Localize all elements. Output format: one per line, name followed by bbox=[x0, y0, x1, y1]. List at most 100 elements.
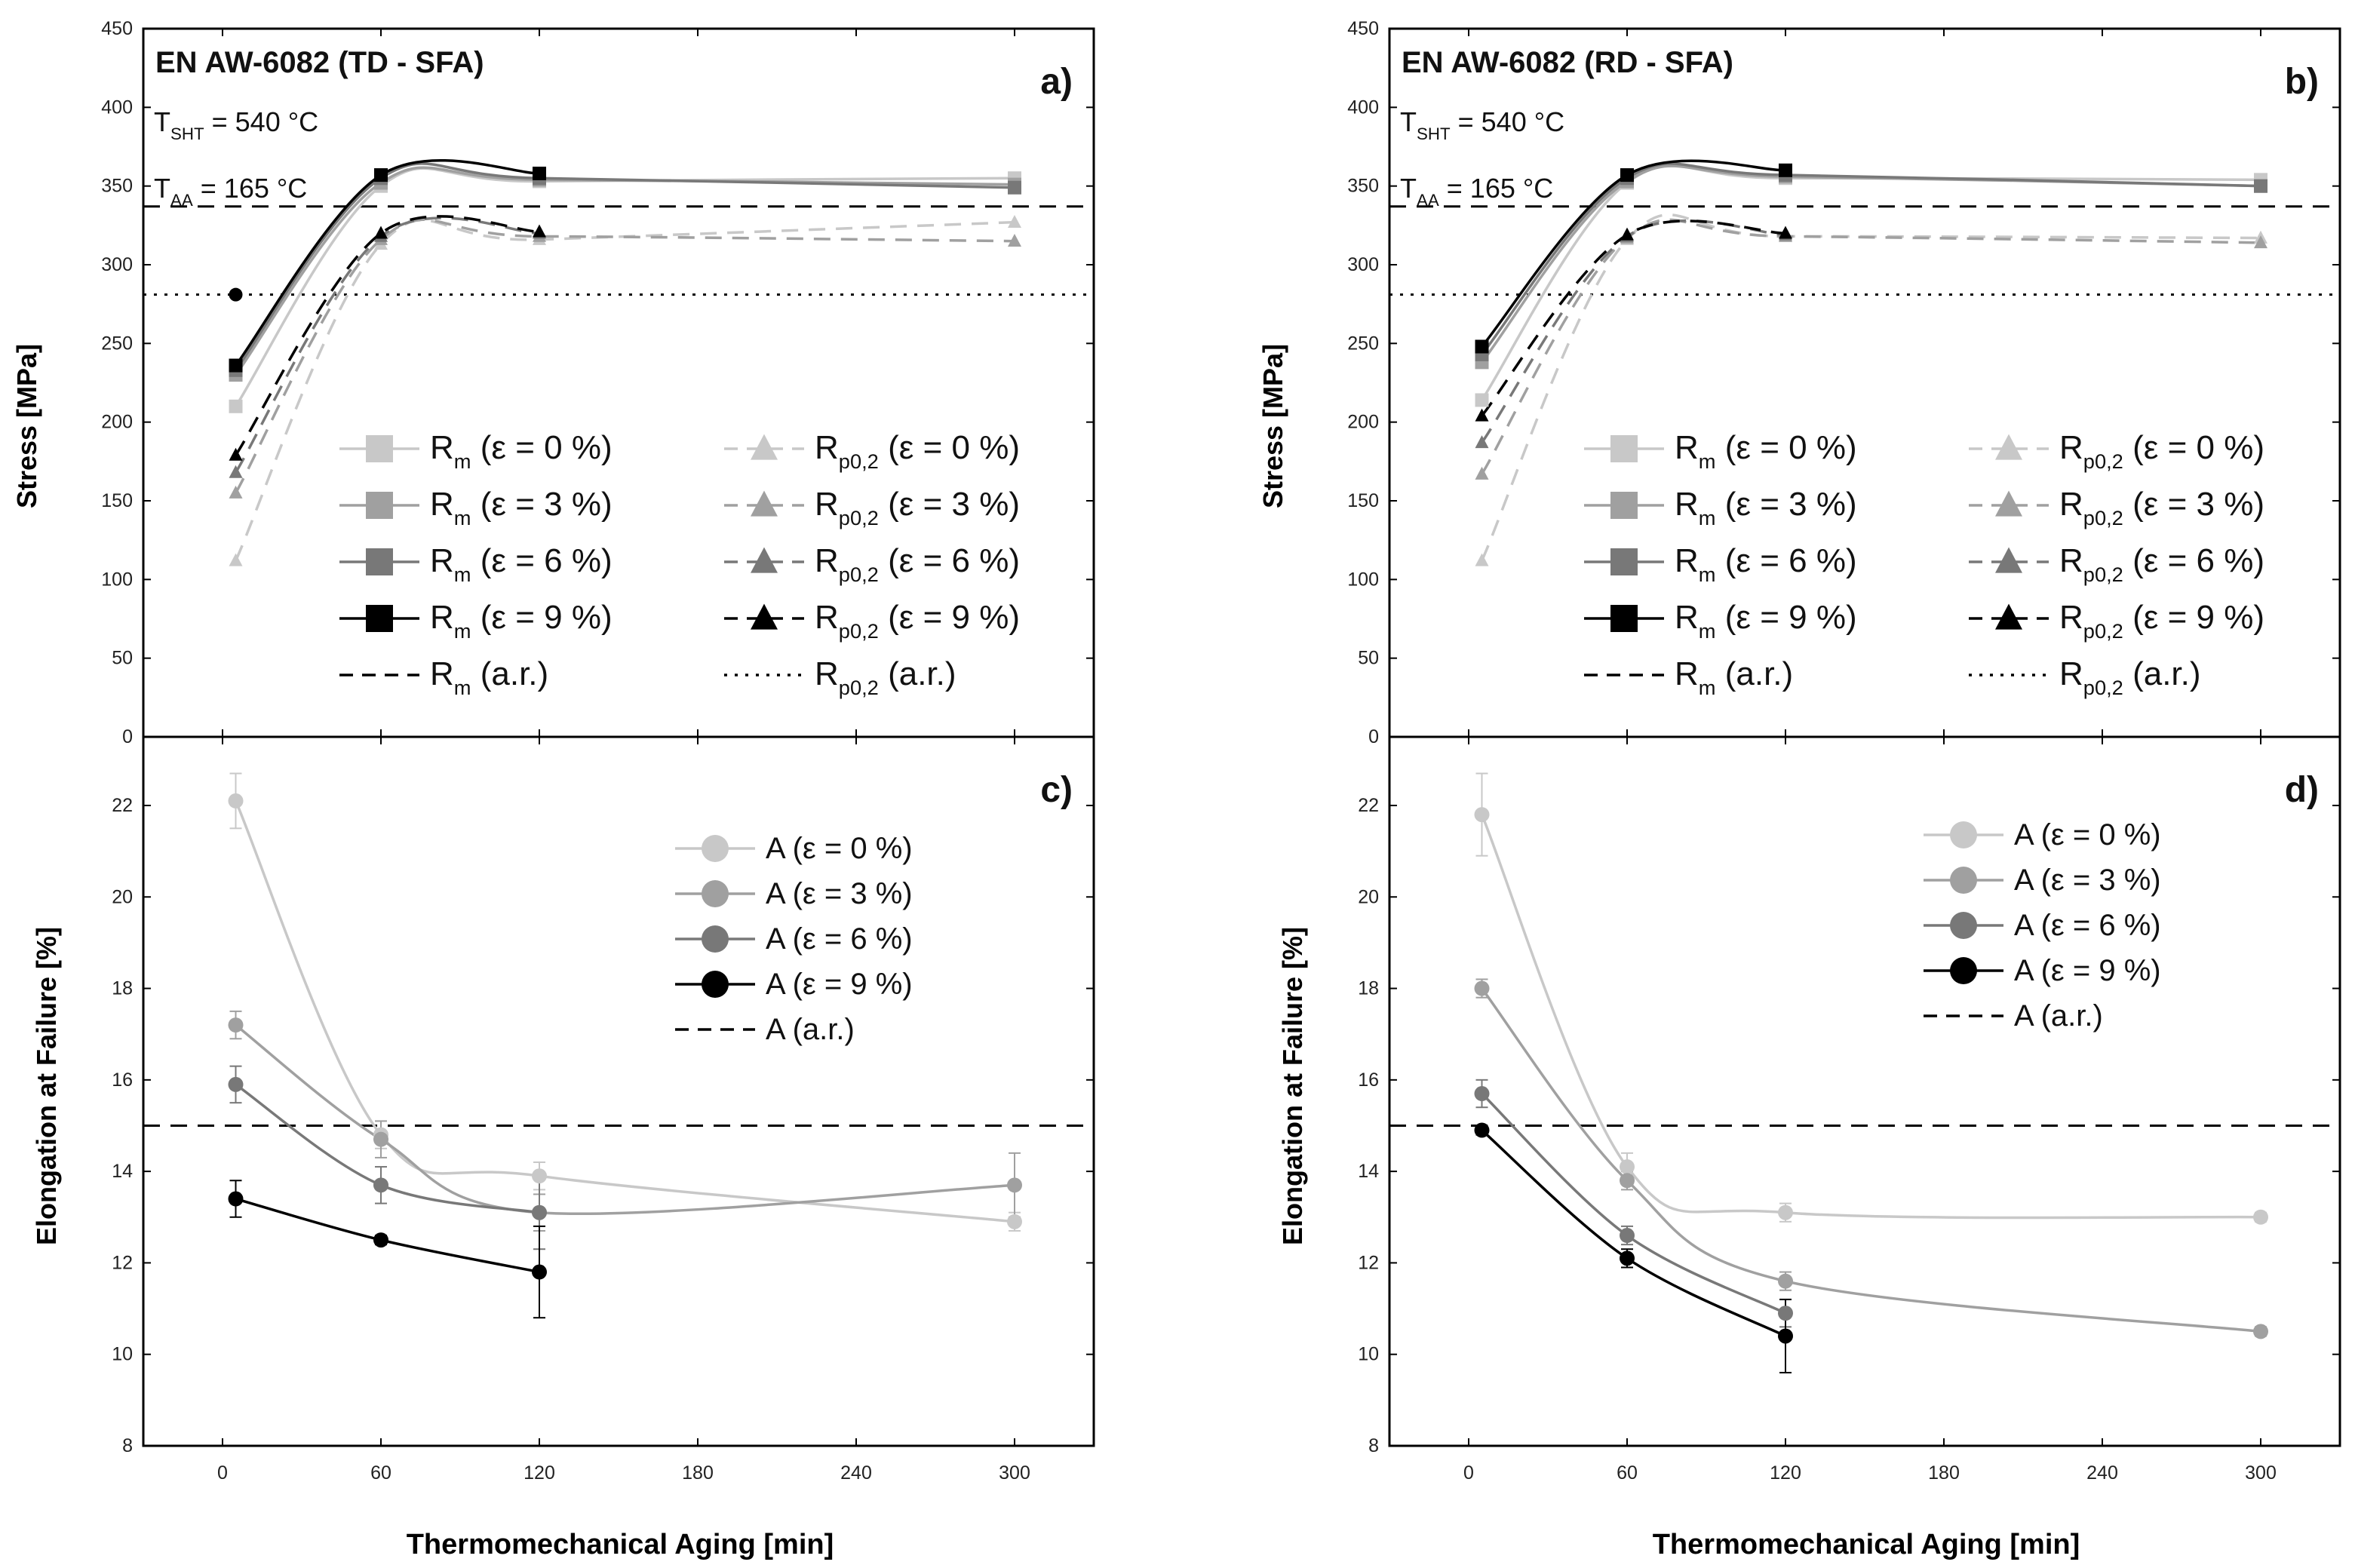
legend-marker bbox=[702, 880, 729, 907]
series-line bbox=[1481, 218, 2261, 475]
legend-label: A (ε = 3 %) bbox=[2014, 864, 2161, 897]
panel-letter: d) bbox=[2285, 770, 2319, 810]
panel-c-elongation-td: 8 10 12 14 16 18 20 22 0 60 120 180 240 300 c) A (ε = 0… bbox=[112, 735, 1095, 1484]
legend-item: A (a.r.) bbox=[675, 1013, 855, 1046]
legend-label: Rm (a.r.) bbox=[430, 655, 548, 699]
y-tick-label: 18 bbox=[112, 978, 133, 999]
data-point bbox=[228, 1017, 244, 1033]
legend-label: Rm (ε = 9 %) bbox=[430, 599, 613, 643]
x-tick-label: 300 bbox=[999, 1462, 1030, 1484]
data-point bbox=[1778, 1306, 1793, 1321]
chart-title: EN AW-6082 (RD - SFA) bbox=[1402, 46, 1733, 79]
legend-item: A (a.r.) bbox=[1924, 999, 2103, 1033]
legend-label: Rp0,2 (ε = 3 %) bbox=[815, 486, 1020, 529]
y-tick-label: 400 bbox=[1347, 97, 1379, 118]
legend-marker bbox=[751, 603, 778, 630]
series-line bbox=[235, 215, 540, 456]
legend-label: Rm (ε = 6 %) bbox=[1675, 542, 1857, 586]
data-point bbox=[228, 793, 244, 809]
y-tick-label: 14 bbox=[1358, 1161, 1379, 1182]
panel-letter: c) bbox=[1040, 770, 1073, 810]
data-point bbox=[1620, 168, 1634, 183]
y-tick-label: 250 bbox=[101, 333, 133, 354]
legend-marker bbox=[1995, 603, 2022, 630]
data-point bbox=[1474, 1122, 1490, 1138]
data-point bbox=[1620, 227, 1634, 241]
plot-frame bbox=[1388, 735, 2341, 1447]
legend-item: A (ε = 0 %) bbox=[675, 832, 913, 865]
chart-title: EN AW-6082 (TD - SFA) bbox=[155, 46, 484, 79]
panel-letter: a) bbox=[1040, 62, 1073, 102]
legend-item: Rp0,2 (ε = 3 %) bbox=[724, 486, 1020, 529]
legend-label: Rp0,2 (ε = 9 %) bbox=[2059, 599, 2264, 643]
y-tick-label: 450 bbox=[1347, 18, 1379, 39]
series-line bbox=[1480, 814, 2261, 1220]
data-point bbox=[533, 224, 546, 238]
legend-item: Rm (ε = 6 %) bbox=[339, 542, 613, 586]
legend-item: Rp0,2 (a.r.) bbox=[1969, 655, 2201, 699]
data-point bbox=[1778, 1328, 1793, 1344]
x-tick-label: 60 bbox=[370, 1462, 391, 1484]
legend-label: Rm (ε = 0 %) bbox=[430, 429, 613, 473]
data-point bbox=[229, 465, 243, 478]
legend-label: Rp0,2 (ε = 0 %) bbox=[815, 429, 1020, 473]
panel-d-elongation-rd: 8 10 12 14 16 18 20 22 0 60 120 180 240 300 d) A (ε = 0… bbox=[1358, 735, 2341, 1484]
legend-marker bbox=[1610, 435, 1638, 462]
legend-label: A (ε = 6 %) bbox=[2014, 909, 2161, 942]
legend-item: Rp0,2 (ε = 0 %) bbox=[1969, 429, 2264, 473]
legend-marker bbox=[1950, 821, 1977, 848]
legend-item: Rp0,2 (ε = 3 %) bbox=[1969, 486, 2264, 529]
series-line bbox=[235, 216, 540, 474]
series-line bbox=[1481, 987, 2261, 1333]
y-tick-label: 300 bbox=[1347, 254, 1379, 275]
y-tick-label: 150 bbox=[1347, 490, 1379, 511]
series-line bbox=[235, 166, 1015, 376]
legend-label: Rm (ε = 3 %) bbox=[1675, 486, 1857, 529]
data-point bbox=[2253, 1209, 2268, 1225]
x-axis-label-right: Thermomechanical Aging [min] bbox=[1653, 1529, 2080, 1560]
data-point bbox=[228, 1191, 244, 1207]
legend-marker bbox=[1610, 492, 1638, 519]
legend-marker bbox=[366, 492, 393, 519]
x-tick-label: 180 bbox=[1928, 1462, 1960, 1484]
data-point bbox=[1475, 553, 1489, 566]
legend-marker bbox=[366, 605, 393, 632]
y-tick-label: 350 bbox=[1347, 176, 1379, 197]
y-tick-label: 20 bbox=[1358, 886, 1379, 907]
legend-label: A (ε = 3 %) bbox=[766, 877, 913, 910]
legend-marker bbox=[1950, 867, 1977, 894]
series-line bbox=[234, 219, 1015, 562]
annotation: TAA = 165 °C bbox=[1400, 173, 1553, 210]
legend-item: A (ε = 0 %) bbox=[1924, 818, 2161, 852]
x-tick-label: 240 bbox=[840, 1462, 872, 1484]
y-tick-label: 450 bbox=[101, 18, 133, 39]
y-tick-label: 50 bbox=[112, 648, 133, 669]
data-point bbox=[2254, 235, 2267, 249]
legend-marker bbox=[1610, 605, 1638, 632]
annotation: TAA = 165 °C bbox=[154, 173, 307, 210]
legend-item: A (ε = 9 %) bbox=[1924, 954, 2161, 987]
legend-item: A (ε = 6 %) bbox=[675, 922, 913, 956]
legend-item: Rm (a.r.) bbox=[339, 655, 548, 699]
legend-item: Rm (ε = 9 %) bbox=[1584, 599, 1857, 643]
data-point bbox=[1475, 435, 1489, 449]
data-point bbox=[1475, 393, 1489, 407]
data-point bbox=[1475, 466, 1489, 480]
legend-label: A (ε = 6 %) bbox=[766, 922, 913, 956]
legend-marker bbox=[751, 434, 778, 460]
legend-label: A (a.r.) bbox=[2014, 999, 2103, 1033]
legend-label: Rm (ε = 6 %) bbox=[430, 542, 613, 586]
legend-marker bbox=[1950, 912, 1977, 939]
data-point bbox=[1475, 339, 1489, 354]
data-point bbox=[1007, 1177, 1022, 1193]
data-point bbox=[229, 358, 243, 373]
legend-item: Rp0,2 (ε = 9 %) bbox=[724, 599, 1020, 643]
legend-label: A (ε = 0 %) bbox=[2014, 818, 2161, 852]
y-tick-label: 12 bbox=[112, 1252, 133, 1273]
legend-label: A (ε = 0 %) bbox=[766, 832, 913, 865]
y-tick-label: 200 bbox=[101, 412, 133, 433]
data-point bbox=[2254, 179, 2267, 193]
